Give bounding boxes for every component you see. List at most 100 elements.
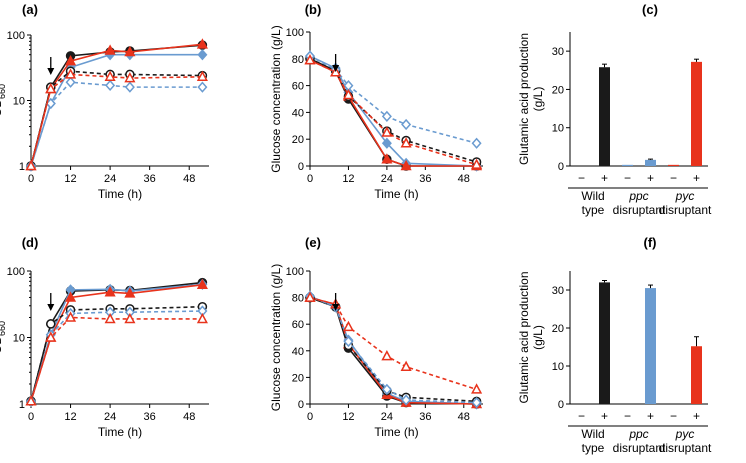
- panel-label: (e): [305, 235, 321, 250]
- data-point: [124, 45, 136, 57]
- x-tick-label: 48: [183, 173, 195, 185]
- sign-label: −: [578, 409, 585, 423]
- y-axis-label: OD660: [0, 84, 7, 117]
- y-tick-label: 10: [552, 123, 564, 135]
- series-line-0: [30, 281, 203, 402]
- y-axis-label: OD660: [0, 321, 7, 354]
- y-tick-label: 30: [552, 285, 564, 297]
- y-tick-label: 80: [292, 293, 304, 305]
- bar: [599, 282, 610, 404]
- y-tick-label: 10: [13, 333, 25, 345]
- group-label-line1: Wild: [581, 427, 604, 441]
- y-axis-label-line2: (g/L): [531, 325, 545, 350]
- data-point: [471, 383, 483, 394]
- data-point: [25, 159, 37, 171]
- y-axis-label-main: Glucose concentration (g/L): [269, 264, 283, 411]
- bar: [691, 61, 702, 167]
- y-tick-label: 80: [292, 54, 304, 66]
- panel-e: (e) 0 12 24 36 48 0 20 40 60 80 100 Time (h) Glucose …: [269, 235, 483, 439]
- data-point: [124, 81, 135, 93]
- x-axis-label: Time (h): [98, 425, 142, 439]
- group-label-line1: pyc: [675, 189, 695, 203]
- y-tick-label: 10: [13, 96, 25, 108]
- sign-label: +: [647, 409, 654, 423]
- group-label-line2: disruptant: [613, 441, 666, 455]
- panel-f: (f) 0 10 20 30 Glutamic acid production (g/L) −…: [517, 235, 712, 455]
- series-line-2: [30, 43, 203, 167]
- time-arrow-head: [332, 65, 340, 72]
- series-line-1: [309, 295, 477, 405]
- x-axis-label: Time (h): [98, 187, 142, 201]
- x-tick-label: 48: [458, 173, 470, 185]
- data-point: [104, 70, 116, 82]
- data-point: [65, 291, 77, 302]
- y-tick-label: 1: [19, 161, 25, 173]
- sign-label: +: [601, 409, 608, 423]
- panel-label: (f): [644, 235, 657, 250]
- data-point: [124, 71, 136, 83]
- data-point: [197, 81, 208, 93]
- y-tick-label: 30: [552, 46, 564, 58]
- y-tick-label: 100: [286, 266, 304, 278]
- y-tick-label: 10: [552, 361, 564, 373]
- x-tick-label: 36: [144, 173, 156, 185]
- data-point: [471, 158, 483, 169]
- data-point: [45, 82, 57, 94]
- data-point: [304, 54, 316, 65]
- data-point: [46, 319, 56, 329]
- series-line-3: [30, 70, 203, 167]
- group-label-line2: disruptant: [659, 203, 712, 217]
- panel-c: (c) 0 10 20 30 Glutamic acid production (g/L) −…: [517, 2, 712, 217]
- y-axis-label-line2: (g/L): [531, 87, 545, 112]
- y-tick-label: 100: [7, 30, 25, 42]
- data-point: [196, 312, 208, 324]
- series-line-4: [309, 55, 477, 144]
- series-line-4: [30, 81, 203, 167]
- data-point: [124, 312, 136, 324]
- x-tick-label: 0: [307, 411, 313, 423]
- group-label-line2: type: [582, 441, 605, 455]
- data-point: [381, 383, 392, 395]
- panel-label: (d): [22, 235, 39, 250]
- y-tick-label: 60: [292, 319, 304, 331]
- data-point: [104, 286, 116, 297]
- bar: [645, 159, 656, 166]
- data-point: [381, 110, 392, 123]
- y-tick-label: 0: [298, 399, 304, 411]
- data-point: [381, 153, 393, 164]
- y-tick-label: 20: [292, 372, 304, 384]
- series-line-5: [30, 73, 203, 167]
- data-point: [124, 287, 136, 298]
- y-tick-label: 1: [19, 399, 25, 411]
- x-tick-label: 24: [104, 411, 116, 423]
- group-label-line2: disruptant: [613, 203, 666, 217]
- data-point: [104, 312, 116, 324]
- data-point: [400, 159, 412, 171]
- x-tick-label: 48: [458, 411, 470, 423]
- sign-label: +: [601, 171, 608, 185]
- bar: [622, 164, 633, 166]
- y-tick-label: 0: [558, 161, 564, 173]
- y-tick-label: 40: [292, 107, 304, 119]
- panel-d: (d) 0 12 24 36 48 1 10 100 Time (h) OD660: [0, 235, 209, 439]
- series-line-4: [309, 295, 477, 404]
- time-arrow-head: [47, 68, 55, 75]
- data-point: [381, 126, 393, 137]
- y-axis-label: Glucose concentration (g/L): [269, 264, 283, 411]
- data-point: [400, 360, 412, 372]
- y-axis-label: Glucose concentration (g/L): [269, 25, 283, 172]
- series-line-5: [30, 316, 203, 402]
- group-label-line2: type: [582, 203, 605, 217]
- panel-label: (a): [22, 2, 38, 17]
- data-point: [343, 335, 354, 348]
- x-axis-label: Time (h): [374, 425, 418, 439]
- data-point: [400, 137, 412, 148]
- x-tick-label: 12: [64, 173, 76, 185]
- y-axis-label-main: OD: [0, 336, 4, 354]
- y-tick-label: 0: [558, 399, 564, 411]
- data-point: [45, 331, 57, 342]
- panel-label: (b): [305, 2, 322, 17]
- series-line-3: [309, 296, 477, 403]
- panel-b: (b) 0 12 24 36 48 0 20 40 60 80 100 Time (h) Glucose …: [269, 2, 483, 201]
- series-line-2: [30, 284, 203, 402]
